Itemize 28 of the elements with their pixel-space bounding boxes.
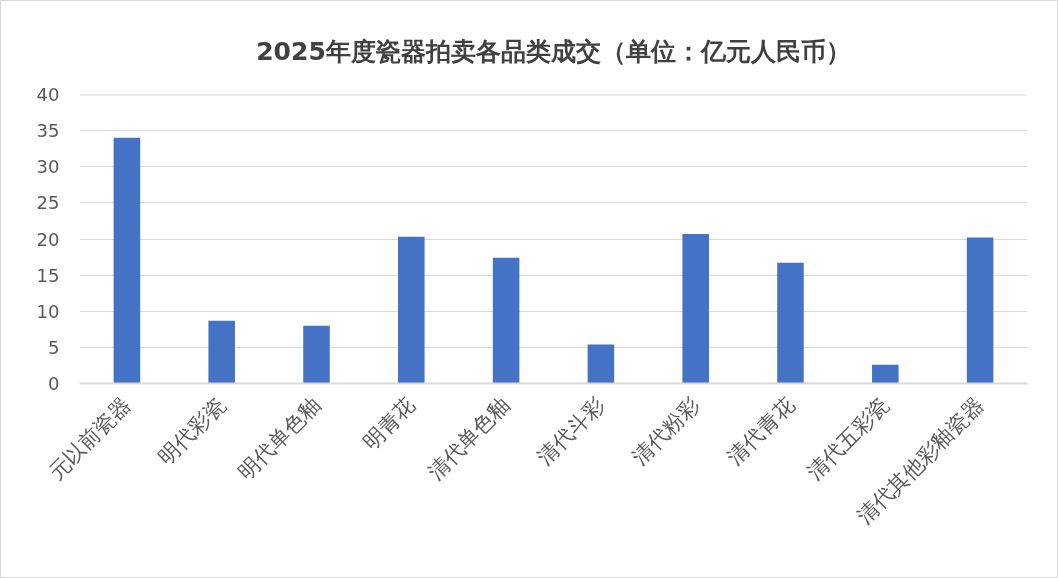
bar — [872, 364, 899, 384]
x-tick-label: 元以前瓷器 — [44, 393, 136, 485]
y-tick-label: 35 — [36, 120, 60, 142]
x-tick-label: 明代单色釉 — [233, 393, 325, 485]
y-tick-label: 30 — [36, 156, 60, 178]
x-tick-label: 明代彩瓷 — [153, 393, 231, 470]
y-tick-label: 10 — [36, 300, 60, 322]
x-tick-label: 清代青花 — [722, 393, 799, 470]
y-tick-label: 15 — [36, 264, 60, 286]
x-tick-label: 清代粉彩 — [627, 393, 705, 470]
bar — [492, 257, 520, 384]
bar — [398, 236, 425, 384]
chart-title: 2025年度瓷器拍卖各品类成交（单位：亿元人民币） — [256, 36, 851, 66]
x-tick-label: 清代斗彩 — [533, 393, 610, 470]
bar — [113, 137, 141, 384]
y-tick-label: 40 — [36, 84, 60, 105]
bar — [682, 233, 709, 384]
y-tick-label: 20 — [36, 228, 60, 250]
bar — [777, 262, 804, 384]
bar — [208, 320, 235, 384]
bar — [587, 344, 615, 384]
bar — [966, 237, 994, 384]
y-tick-label: 25 — [36, 192, 60, 214]
x-tick-label: 清代单色釉 — [423, 393, 515, 485]
bar — [303, 325, 330, 384]
y-tick-label: 0 — [48, 373, 60, 394]
y-tick-label: 5 — [48, 336, 60, 358]
x-tick-label: 明青花 — [358, 393, 420, 455]
